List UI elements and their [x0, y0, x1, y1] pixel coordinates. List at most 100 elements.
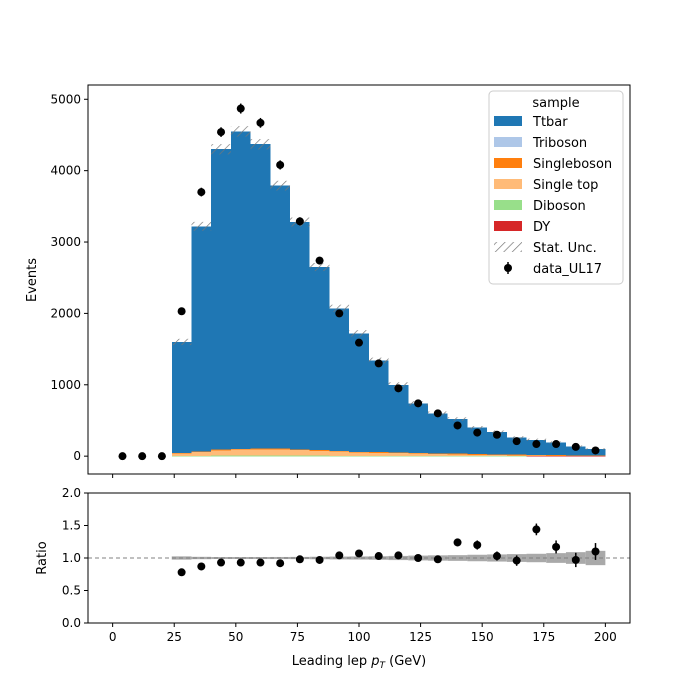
ratio-y-tick-label: 0.5 [62, 584, 81, 598]
bar-single-top [290, 449, 310, 456]
ratio-point [335, 551, 344, 560]
ratio-point [217, 558, 226, 567]
bar-dy [585, 456, 606, 457]
bar-ttbar [388, 384, 409, 453]
ratio-unc-segment [546, 553, 566, 563]
ratio-y-tick-label: 2.0 [62, 486, 81, 500]
stat-unc-segment [230, 126, 251, 137]
legend-swatch-single-top [494, 179, 522, 189]
ratio-point [571, 555, 580, 564]
bar-diboson [290, 455, 310, 457]
ratio-point [512, 556, 521, 565]
ratio-y-tick-label: 1.0 [62, 551, 81, 565]
main-y-axis-label: Events [25, 258, 40, 302]
data-point [394, 384, 403, 393]
x-tick-label: 0 [109, 630, 117, 644]
data-point [414, 399, 423, 408]
data-point [236, 104, 245, 113]
legend: sample Ttbar Triboson Singleboson Single to… [488, 90, 624, 285]
legend-marker-data [504, 264, 512, 272]
x-tick-label: 100 [348, 630, 371, 644]
stat-unc-segment [349, 330, 369, 337]
x-tick-label: 125 [409, 630, 432, 644]
data-point [591, 446, 600, 455]
ratio-y-tick-label: 0.0 [62, 616, 81, 630]
data-point [217, 128, 226, 137]
bar-single-top [388, 452, 409, 456]
legend-swatch-ttbar [494, 116, 522, 126]
ratio-point [355, 549, 363, 558]
bar-single-top [506, 454, 527, 457]
bar-singleboson [447, 453, 468, 455]
y-tick-label: 0 [73, 449, 81, 463]
legend-label-dy: DY [533, 220, 550, 235]
x-tick-label: 50 [228, 630, 243, 644]
data-point [256, 118, 265, 127]
bar-singleboson [349, 451, 369, 453]
data-point [335, 309, 344, 318]
bar-ttbar [546, 442, 566, 456]
ratio-x-ticks: 0 25 50 75 100 125 150 175 200 [109, 623, 617, 644]
bar-diboson [467, 456, 488, 457]
bar-singleboson [270, 448, 291, 450]
bar-single-top [230, 449, 251, 456]
bar-single-top [408, 453, 428, 456]
bar-single-top [349, 451, 369, 456]
bar-singleboson [211, 449, 231, 451]
data-point [197, 188, 206, 197]
bar-single-top [427, 453, 448, 456]
bar-singleboson [250, 448, 271, 450]
bar-dy [546, 456, 566, 457]
data-point [552, 440, 561, 449]
bar-single-top [309, 450, 330, 456]
ratio-point [236, 558, 245, 567]
legend-label-singleboson: Singleboson [533, 157, 612, 172]
bar-singleboson [487, 454, 507, 455]
stat-unc-segment [309, 262, 330, 272]
bar-ttbar [427, 413, 448, 454]
bar-singleboson [506, 454, 527, 456]
ratio-unc-segment [467, 554, 488, 562]
bar-diboson [329, 455, 350, 457]
bar-singleboson [290, 449, 310, 451]
bar-singleboson [467, 454, 488, 455]
stat-unc-segment [250, 139, 271, 150]
data-point [177, 307, 186, 316]
data-point [118, 452, 127, 461]
bar-ttbar [368, 360, 389, 453]
data-point [355, 338, 363, 347]
ratio-unc-segment [349, 556, 369, 560]
bar-ttbar [230, 131, 251, 450]
ratio-point [532, 525, 541, 534]
legend-swatch-diboson [494, 200, 522, 210]
bar-singleboson [309, 450, 330, 451]
bar-singleboson [230, 449, 251, 450]
bar-ttbar [250, 144, 271, 449]
bar-diboson [447, 455, 468, 457]
bar-diboson [487, 456, 507, 457]
bar-singleboson [191, 451, 212, 452]
bar-singleboson [408, 452, 428, 454]
legend-swatch-dy [494, 221, 522, 231]
main-x-ticks [112, 474, 606, 478]
bar-single-top [211, 449, 231, 456]
bar-ttbar [447, 419, 468, 454]
ratio-point [276, 559, 285, 568]
bar-ttbar [290, 222, 310, 450]
bar-ttbar [171, 341, 192, 453]
ratio-point [414, 554, 423, 562]
ratio-points [177, 523, 600, 577]
legend-label-data: data_UL17 [533, 262, 602, 277]
bar-singleboson [427, 453, 448, 454]
data-point [473, 428, 482, 437]
ratio-y-axis-label: Ratio [35, 541, 50, 574]
bar-diboson [506, 456, 527, 457]
ratio-point [177, 568, 186, 577]
bar-ttbar [211, 149, 231, 450]
bar-single-top [467, 454, 488, 457]
bar-dy [526, 456, 547, 457]
data-point [157, 452, 166, 461]
x-tick-label: 150 [471, 630, 494, 644]
bar-singleboson [171, 452, 192, 454]
bar-singleboson [388, 452, 409, 454]
